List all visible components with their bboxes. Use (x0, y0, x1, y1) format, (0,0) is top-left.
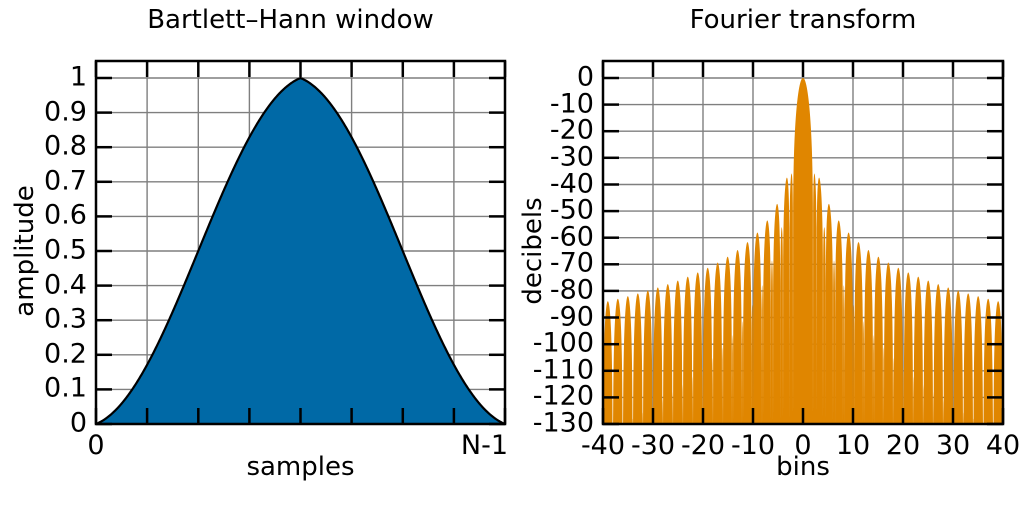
right-chart-title: Fourier transform (689, 5, 917, 35)
x-tick-label: N-1 (460, 430, 508, 461)
x-tick-label: 0 (87, 430, 105, 461)
y-tick-label: -100 (532, 327, 594, 359)
y-tick-label: 0.9 (44, 96, 87, 128)
y-tick-label: -40 (549, 168, 594, 200)
x-tick-label: -20 (680, 430, 726, 461)
spectrum-curve (603, 78, 1003, 424)
left-x-axis-label: samples (246, 452, 355, 482)
y-tick-label: -10 (549, 88, 594, 120)
y-tick-label: -70 (549, 247, 594, 279)
y-tick-label: 1 (69, 61, 87, 93)
y-tick-label: 0.7 (44, 165, 87, 197)
x-tick-label: 20 (885, 430, 921, 461)
y-tick-label: 0.2 (44, 338, 87, 370)
y-tick-label: 0.1 (44, 373, 87, 405)
x-tick-label: -30 (630, 430, 676, 461)
y-tick-label: 0.4 (44, 269, 87, 301)
x-tick-label: -40 (580, 430, 626, 461)
window-curve (96, 76, 505, 424)
x-tick-label: 10 (835, 430, 871, 461)
left-chart-title: Bartlett–Hann window (147, 5, 434, 35)
y-tick-label: -50 (549, 194, 594, 226)
y-tick-label: 0.6 (44, 200, 87, 232)
y-tick-label: -30 (549, 141, 594, 173)
y-tick-label: 0 (576, 61, 594, 93)
y-tick-label: 0.8 (44, 130, 87, 162)
y-tick-label: -20 (549, 114, 594, 146)
y-tick-label: -120 (532, 381, 594, 413)
y-tick-label: -80 (549, 274, 594, 306)
x-tick-label: -10 (730, 430, 776, 461)
right-x-axis-label: bins (776, 452, 830, 482)
y-tick-label: -60 (549, 221, 594, 253)
window-frame (94, 59, 507, 426)
y-tick-label: -110 (532, 354, 594, 386)
x-tick-label: 30 (935, 430, 971, 461)
y-tick-label: 0.3 (44, 303, 87, 335)
y-tick-label: -90 (549, 301, 594, 333)
x-tick-label: 40 (985, 430, 1021, 461)
spectrum-frame (601, 59, 1005, 426)
y-tick-label: -130 (532, 407, 594, 439)
x-tick-label: 0 (794, 430, 812, 461)
y-tick-label: 0 (69, 407, 87, 439)
y-tick-label: 0.5 (44, 234, 87, 266)
